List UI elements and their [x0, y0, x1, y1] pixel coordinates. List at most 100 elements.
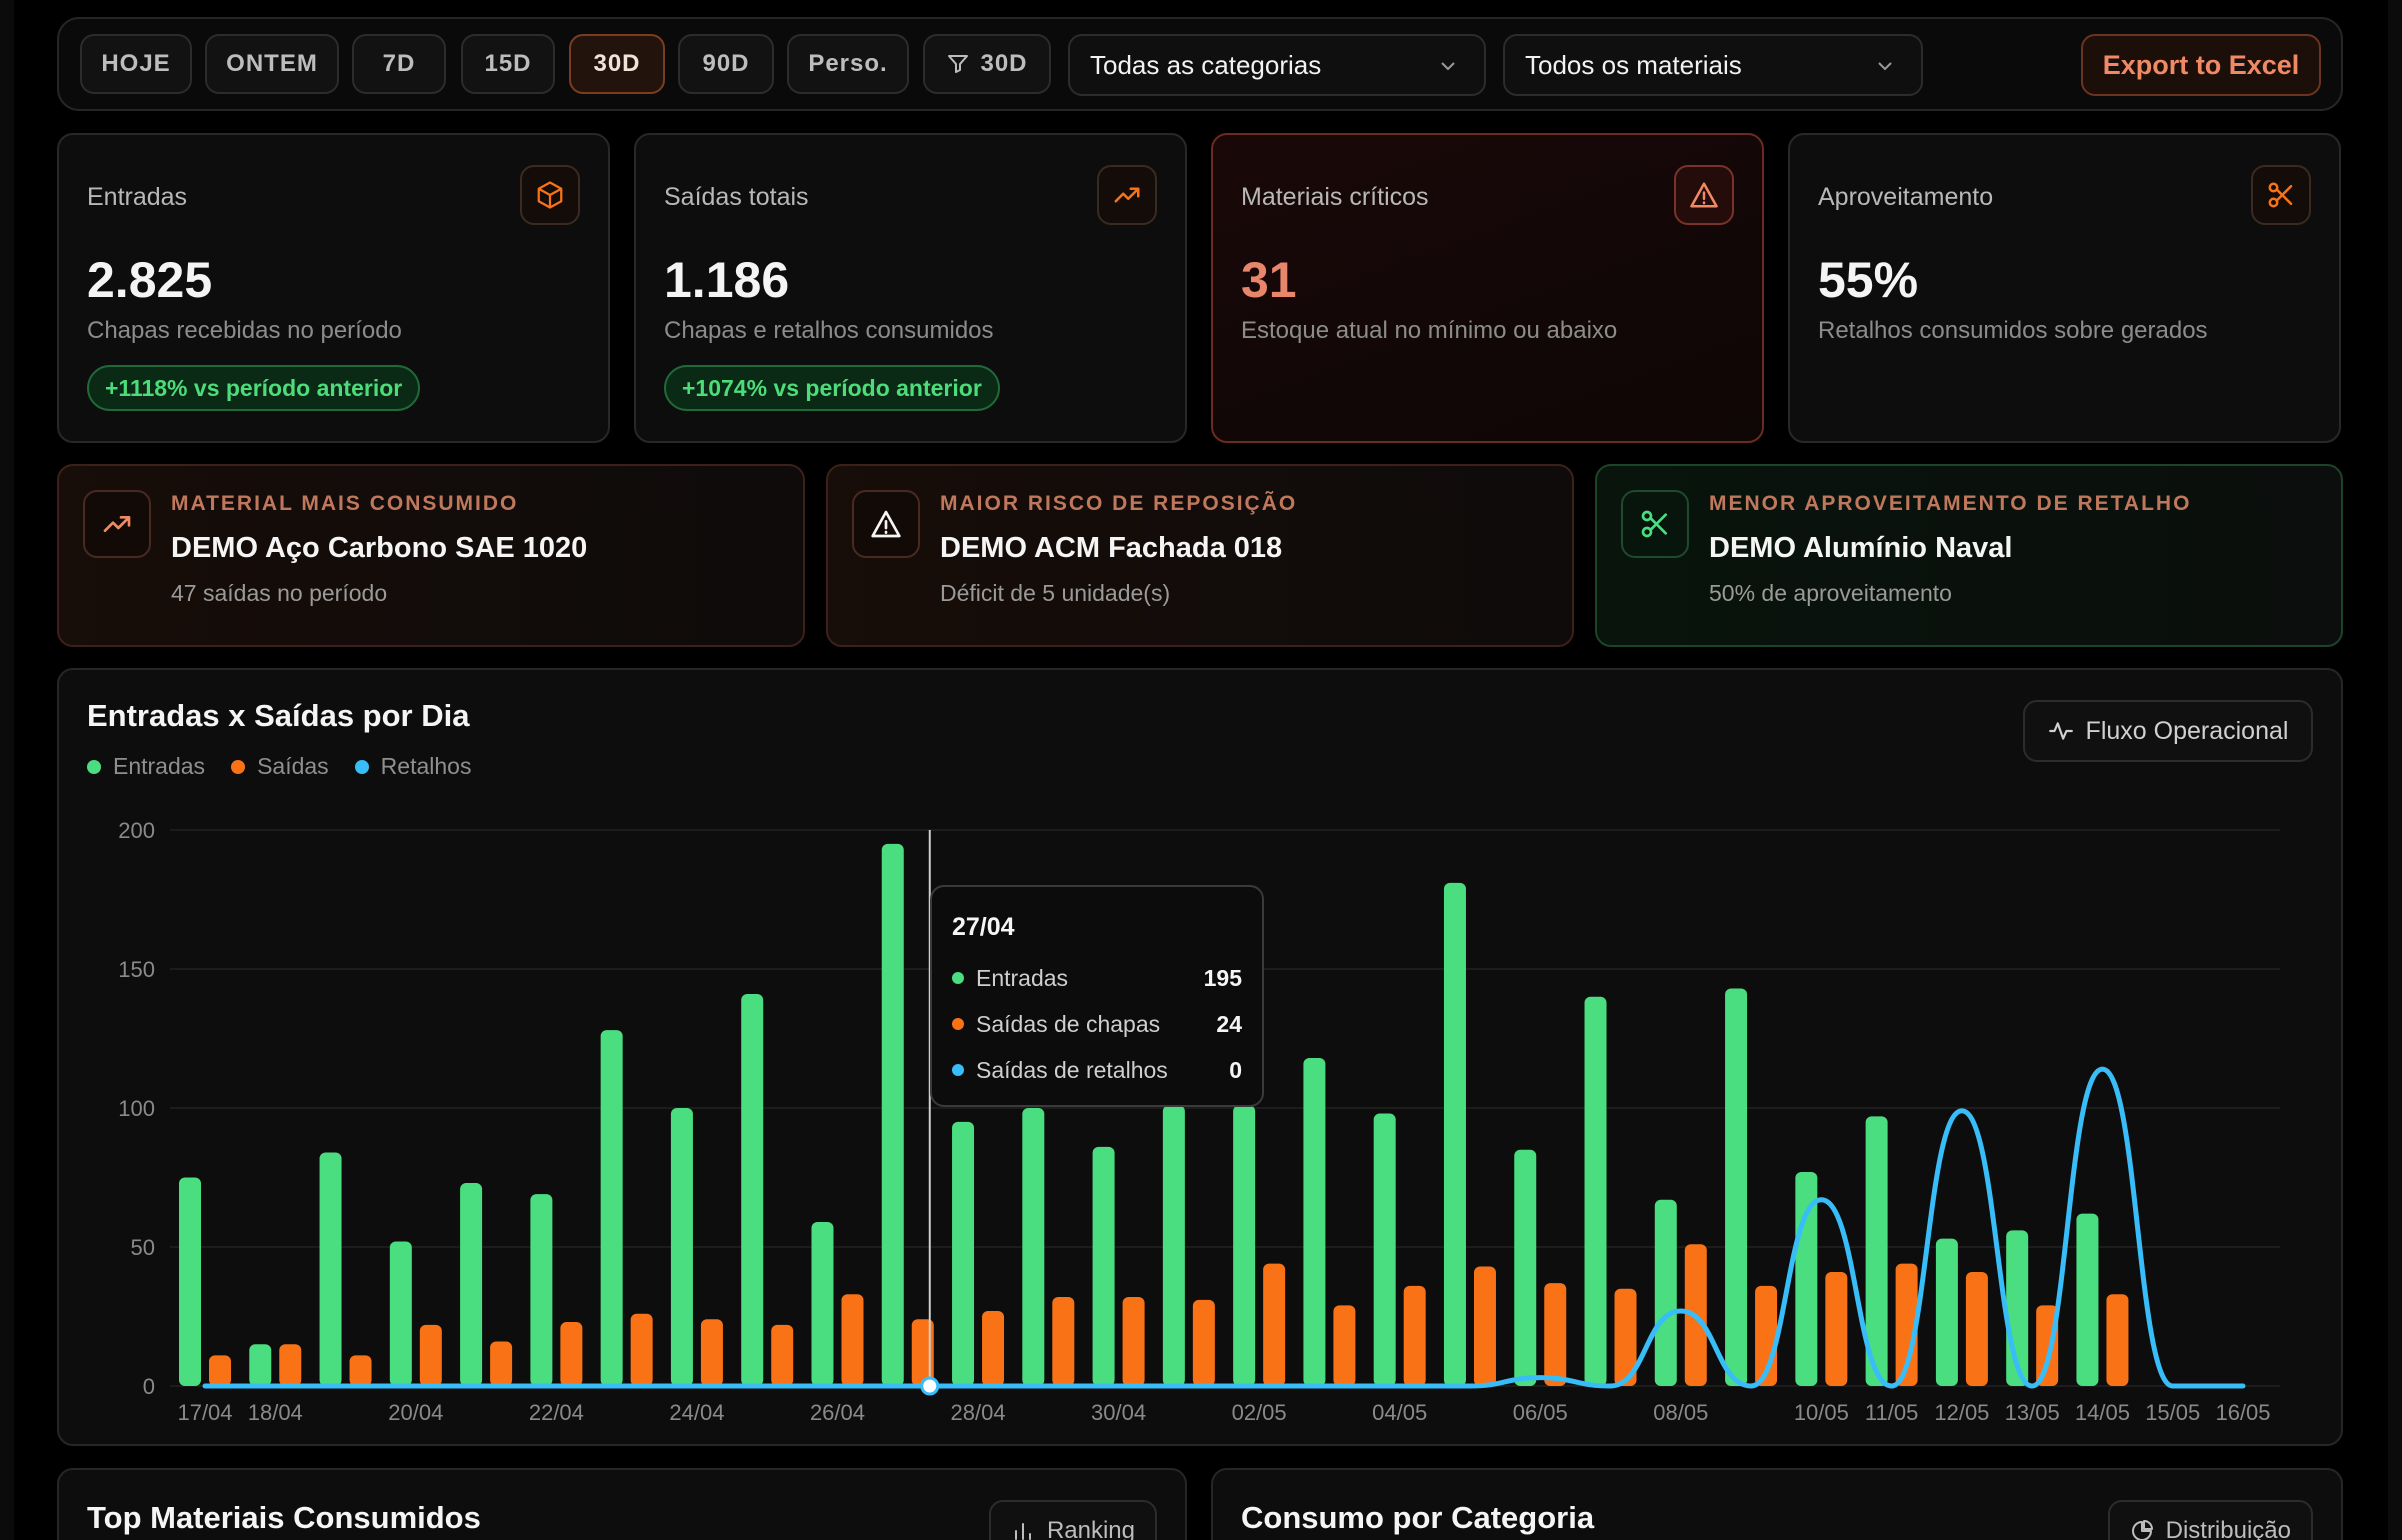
bar-entradas — [1303, 1057, 1326, 1386]
alert-icon — [1674, 165, 1734, 225]
bar-saidas — [771, 1324, 794, 1386]
tooltip-label: Entradas — [976, 964, 1069, 991]
chevron-down-icon — [1878, 62, 1892, 71]
ranking-label: Ranking — [1046, 1517, 1135, 1540]
bar-saidas — [1825, 1272, 1848, 1386]
tooltip-row-retalhos: Saídas de retalhos 0 — [952, 1055, 1242, 1085]
x-tick-label: 16/05 — [2215, 1400, 2270, 1425]
bar-entradas — [1092, 1146, 1115, 1386]
x-tick-label: 13/05 — [2005, 1400, 2060, 1425]
ranking-button[interactable]: Ranking — [988, 1500, 1157, 1540]
bar-entradas — [1162, 1105, 1185, 1386]
tooltip-date: 27/04 — [952, 913, 1015, 941]
window-edge-right — [2388, 0, 2402, 1540]
x-tick-label: 28/04 — [951, 1400, 1006, 1425]
material-select-value: Todos os materiais — [1525, 49, 1742, 80]
tooltip-value: 195 — [1203, 964, 1242, 991]
panel-title: Top Materiais Consumidos — [87, 1500, 481, 1535]
bar-saidas — [209, 1355, 231, 1386]
fluxo-operacional-label: Fluxo Operacional — [2085, 716, 2289, 745]
period-chip-7d[interactable]: 7D — [352, 34, 446, 94]
x-tick-label: 15/05 — [2145, 1400, 2200, 1425]
tooltip-dot — [952, 1064, 964, 1076]
legend-dot — [231, 759, 246, 774]
category-select[interactable]: Todas as categorias — [1068, 34, 1486, 96]
fluxo-operacional-button[interactable]: Fluxo Operacional — [2023, 700, 2313, 762]
bar-chart-icon — [1014, 1523, 1031, 1540]
bar-saidas — [1122, 1297, 1145, 1386]
legend-item-saidas[interactable]: Saídas — [231, 753, 329, 780]
bar-saidas — [2106, 1294, 2129, 1386]
insight-card-most-consumed: MATERIAL MAIS CONSUMIDO DEMO Aço Carbono… — [57, 464, 805, 647]
kpi-subtitle: Estoque atual no mínimo ou abaixo — [1241, 317, 1618, 344]
insight-description: Déficit de 5 unidade(s) — [940, 580, 1171, 606]
chart-tooltip: 27/04 Entradas 195 Saídas de chapas 24 S… — [930, 885, 1264, 1107]
x-tick-label: 04/05 — [1372, 1400, 1427, 1425]
bar-saidas — [1544, 1283, 1567, 1386]
insight-description: 50% de aproveitamento — [1709, 580, 1952, 606]
filter-chip[interactable]: 30D — [923, 34, 1051, 94]
period-chip-hoje[interactable]: HOJE — [80, 34, 192, 94]
kpi-label: Entradas — [87, 183, 188, 211]
chart-legend: Entradas Saídas Retalhos — [87, 753, 471, 780]
window-edge-left — [0, 0, 14, 1540]
distribution-button[interactable]: Distribuição — [2107, 1500, 2313, 1540]
bar-entradas — [389, 1241, 412, 1386]
y-tick-label: 100 — [118, 1096, 155, 1121]
insight-title: DEMO ACM Fachada 018 — [940, 532, 1283, 564]
bar-entradas — [1935, 1238, 1958, 1386]
bar-saidas — [1614, 1288, 1637, 1386]
x-tick-label: 08/05 — [1653, 1400, 1708, 1425]
insight-description: 47 saídas no período — [171, 580, 388, 606]
material-select[interactable]: Todos os materiais — [1503, 34, 1923, 96]
bar-saidas — [560, 1322, 583, 1386]
bar-saidas — [1263, 1263, 1286, 1386]
bar-entradas — [1654, 1199, 1677, 1386]
legend-item-retalhos[interactable]: Retalhos — [354, 753, 471, 780]
x-tick-label: 06/05 — [1513, 1400, 1568, 1425]
y-tick-label: 50 — [131, 1235, 155, 1260]
bar-entradas — [1725, 988, 1748, 1386]
bar-saidas — [911, 1319, 934, 1386]
bar-entradas — [1514, 1149, 1537, 1386]
x-tick-label: 12/05 — [1934, 1400, 1989, 1425]
category-select-value: Todas as categorias — [1090, 49, 1322, 80]
bar-entradas — [670, 1108, 693, 1386]
period-chip-15d[interactable]: 15D — [461, 34, 555, 94]
bar-saidas — [700, 1319, 723, 1386]
chart-title: Entradas x Saídas por Dia — [87, 698, 470, 733]
filter-icon — [948, 55, 969, 73]
period-chip-custom[interactable]: Perso. — [787, 34, 909, 94]
bar-saidas — [1333, 1305, 1356, 1386]
period-chip-ontem[interactable]: ONTEM — [205, 34, 339, 94]
kpi-value: 2.825 — [87, 252, 213, 308]
bar-entradas — [319, 1152, 342, 1386]
trending-up-icon — [1097, 165, 1157, 225]
bar-saidas — [490, 1341, 513, 1386]
export-excel-button[interactable]: Export to Excel — [2081, 34, 2321, 96]
bar-saidas — [1895, 1263, 1918, 1386]
filter-bar: HOJE ONTEM 7D 15D 30D 90D Perso. 30D Tod… — [57, 17, 2343, 111]
legend-item-entradas[interactable]: Entradas — [87, 753, 205, 780]
period-chip-90d[interactable]: 90D — [678, 34, 774, 94]
kpi-card-criticos: Materiais críticos 31 Estoque atual no m… — [1211, 133, 1764, 443]
legend-label: Saídas — [257, 753, 329, 779]
chevron-down-icon — [1441, 62, 1455, 71]
insight-card-restock-risk: MAIOR RISCO DE REPOSIÇÃO DEMO ACM Fachad… — [826, 464, 1574, 647]
bar-saidas — [630, 1313, 653, 1386]
insight-kicker: MATERIAL MAIS CONSUMIDO — [171, 492, 519, 515]
period-chip-30d[interactable]: 30D — [569, 34, 665, 94]
kpi-value: 1.186 — [664, 252, 790, 308]
bar-saidas — [1965, 1272, 1988, 1386]
top-materials-panel: Top Materiais Consumidos Ranking — [57, 1468, 1187, 1540]
kpi-card-saidas: Saídas totais 1.186 Chapas e retalhos co… — [634, 133, 1187, 443]
tooltip-row-entradas: Entradas 195 — [952, 963, 1242, 993]
insight-kicker: MENOR APROVEITAMENTO DE RETALHO — [1709, 492, 2192, 515]
kpi-label: Saídas totais — [664, 183, 809, 211]
tooltip-label: Saídas de retalhos — [976, 1056, 1168, 1083]
bar-entradas — [1022, 1108, 1045, 1386]
bar-entradas — [249, 1344, 272, 1386]
x-tick-label: 11/05 — [1865, 1400, 1918, 1425]
category-consumption-panel: Consumo por Categoria Distribuição — [1211, 1468, 2343, 1540]
